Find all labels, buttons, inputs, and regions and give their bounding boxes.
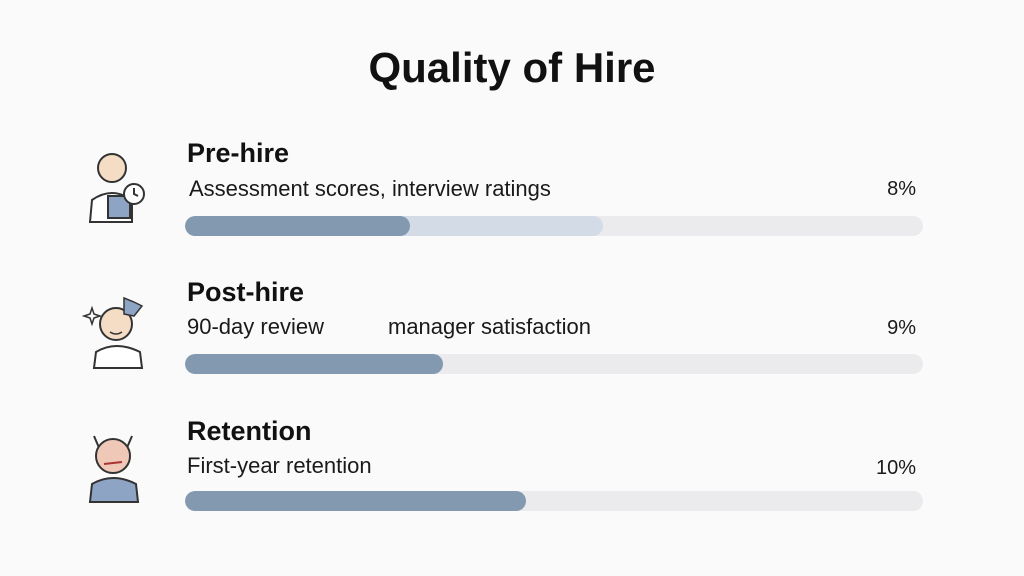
- percent: 8%: [887, 178, 916, 200]
- title: Quality of Hire: [368, 44, 656, 91]
- heading: Post-hire: [187, 277, 305, 307]
- description: First-year retention: [187, 453, 372, 478]
- percent: 10%: [875, 457, 916, 479]
- progress-fill: [185, 216, 410, 236]
- description: 90-day review: [187, 314, 324, 339]
- progress-track: [185, 491, 923, 511]
- description: manager satisfaction: [388, 314, 591, 339]
- progress-track: [185, 354, 923, 374]
- description: Assessment scores, interview ratings: [189, 176, 551, 201]
- progress-fill: [185, 354, 443, 374]
- heading: Pre-hire: [187, 138, 290, 168]
- progress-fill: [185, 491, 526, 511]
- progress-track: [185, 216, 923, 236]
- percent: 9%: [887, 317, 916, 339]
- icon-retention: [88, 435, 140, 503]
- icon-pre-hire: [88, 153, 145, 223]
- heading: Retention: [187, 416, 312, 446]
- icon-post-hire: [82, 296, 144, 369]
